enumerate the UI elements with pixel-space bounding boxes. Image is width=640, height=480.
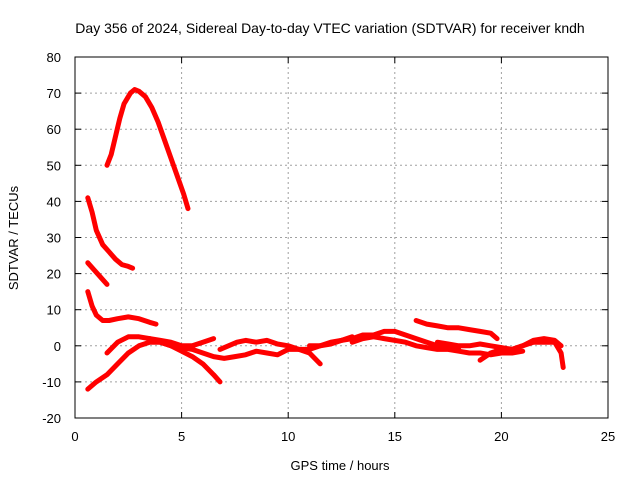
y-tick-label: 50 [47, 158, 61, 173]
series-line-sat-d [85, 289, 159, 327]
series-line-sat-c [85, 260, 110, 287]
x-tick-labels: 0 5 10 15 20 25 [71, 429, 615, 444]
y-tick-label: -20 [42, 411, 61, 426]
x-tick-label: 15 [388, 429, 402, 444]
x-tick-label: 25 [601, 429, 615, 444]
y-tick-label: 40 [47, 194, 61, 209]
series-line-sat-b [85, 195, 136, 271]
x-tick-label: 5 [178, 429, 185, 444]
y-axis-label: SDTVAR / TECUs [6, 185, 21, 290]
y-tick-label: 60 [47, 122, 61, 137]
x-axis-label: GPS time / hours [291, 458, 390, 473]
series-layer [85, 87, 566, 392]
y-tick-label: 10 [47, 303, 61, 318]
y-tick-label: -10 [42, 375, 61, 390]
series-line-sat-i [307, 328, 462, 351]
y-tick-label: 30 [47, 231, 61, 246]
series-line-sat-a [104, 87, 191, 212]
y-tick-label: 70 [47, 86, 61, 101]
y-tick-label: 80 [47, 50, 61, 65]
tick-marks [74, 56, 609, 419]
x-tick-label: 10 [281, 429, 295, 444]
grid [75, 57, 608, 418]
series-line-sat-m [477, 339, 566, 370]
y-tick-label: 20 [47, 267, 61, 282]
y-tick-labels: -20 -10 0 10 20 30 40 50 60 70 80 [42, 50, 61, 426]
y-tick-label: 0 [54, 339, 61, 354]
chart-title: Day 356 of 2024, Sidereal Day-to-day VTE… [75, 20, 584, 36]
x-tick-label: 0 [71, 429, 78, 444]
series-line-sat-k [413, 318, 500, 342]
x-tick-label: 20 [494, 429, 508, 444]
